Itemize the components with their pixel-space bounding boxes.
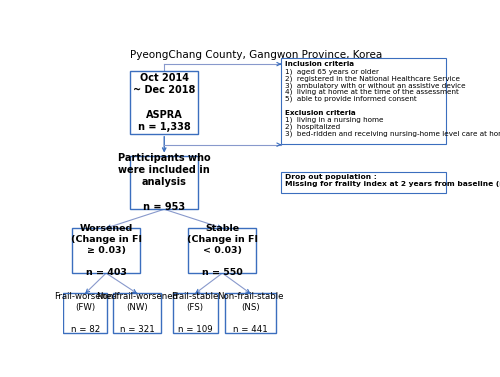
Text: 1)  living in a nursing home: 1) living in a nursing home (284, 117, 383, 123)
Text: Frail-stable
(FS)

n = 109: Frail-stable (FS) n = 109 (172, 292, 219, 334)
Text: 3)  bed-ridden and receiving nursing-home level care at home: 3) bed-ridden and receiving nursing-home… (284, 130, 500, 137)
Text: 5)  able to provide informed consent: 5) able to provide informed consent (284, 96, 416, 103)
Text: Non-frail-worsened
(NW)

n = 321: Non-frail-worsened (NW) n = 321 (96, 292, 178, 334)
Text: PyeongChang County, Gangwon Province, Korea: PyeongChang County, Gangwon Province, Ko… (130, 50, 382, 60)
FancyBboxPatch shape (72, 228, 140, 273)
Text: Frail-worsened
(FW)

n = 82: Frail-worsened (FW) n = 82 (54, 292, 116, 334)
FancyBboxPatch shape (63, 293, 108, 333)
FancyBboxPatch shape (173, 293, 218, 333)
FancyBboxPatch shape (113, 293, 162, 333)
FancyBboxPatch shape (282, 58, 446, 144)
Text: Missing for frailty index at 2 years from baseline (n = 385): Missing for frailty index at 2 years fro… (284, 181, 500, 187)
Text: 2)  registered in the National Healthcare Service: 2) registered in the National Healthcare… (284, 75, 460, 81)
Text: 1)  aged 65 years or older: 1) aged 65 years or older (284, 68, 378, 75)
Text: Participants who
were included in
analysis

n = 953: Participants who were included in analys… (118, 153, 210, 212)
FancyBboxPatch shape (188, 228, 256, 273)
Text: Exclusion criteria: Exclusion criteria (284, 110, 356, 116)
Text: Oct 2014
~ Dec 2018

ASPRA
n = 1,338: Oct 2014 ~ Dec 2018 ASPRA n = 1,338 (133, 73, 196, 132)
FancyBboxPatch shape (130, 156, 198, 209)
FancyBboxPatch shape (130, 71, 198, 134)
Text: Worsened
(Change in FI
≥ 0.03)

n = 403: Worsened (Change in FI ≥ 0.03) n = 403 (70, 224, 142, 277)
Text: Non-frail-stable
(NS)

n = 441: Non-frail-stable (NS) n = 441 (217, 292, 284, 334)
Text: 2)  hospitalized: 2) hospitalized (284, 124, 340, 130)
Text: 4)  living at home at the time of the assessment: 4) living at home at the time of the ass… (284, 89, 459, 95)
Text: Drop out population :: Drop out population : (284, 175, 376, 181)
FancyBboxPatch shape (225, 293, 276, 333)
Text: 3)  ambulatory with or without an assistive device: 3) ambulatory with or without an assisti… (284, 82, 465, 89)
Text: Inclusion criteria: Inclusion criteria (284, 61, 354, 67)
FancyBboxPatch shape (282, 172, 446, 193)
Text: Stable
(Change in FI
< 0.03)

n = 550: Stable (Change in FI < 0.03) n = 550 (187, 224, 258, 277)
